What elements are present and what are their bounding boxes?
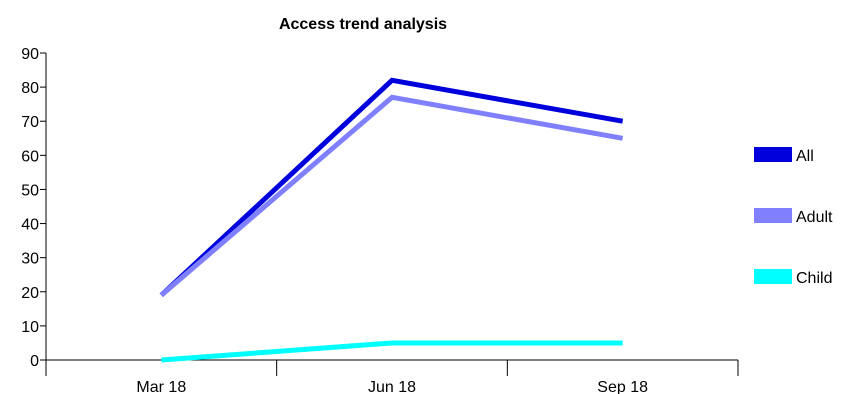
- legend-label-adult: Adult: [796, 209, 833, 226]
- y-tick-label: 80: [21, 80, 39, 97]
- y-tick-label: 70: [21, 114, 39, 131]
- y-tick-label: 10: [21, 319, 39, 336]
- series-line-all: [159, 77, 624, 298]
- legend-label-all: All: [796, 148, 814, 165]
- legend-swatch-adult: [754, 208, 792, 223]
- chart-title: Access trend analysis: [279, 16, 447, 33]
- x-tick-label: Sep 18: [597, 379, 648, 394]
- legend-swatch-all: [754, 147, 792, 162]
- y-tick-label: 0: [30, 353, 39, 370]
- x-tick-label: Jun 18: [368, 379, 416, 394]
- axes: [45, 53, 738, 376]
- y-tick-label: 50: [21, 182, 39, 199]
- legend-swatch-child: [754, 269, 792, 284]
- y-axis-ticks: 0 10 20 30 40 50 60 70 80 90: [21, 46, 46, 370]
- legend-label-child: Child: [796, 270, 832, 287]
- y-tick-label: 20: [21, 285, 39, 302]
- y-tick-label: 40: [21, 217, 39, 234]
- x-tick-label: Mar 18: [136, 379, 186, 394]
- y-tick-label: 90: [21, 46, 39, 63]
- series-line-adult: [159, 94, 624, 298]
- y-tick-label: 30: [21, 251, 39, 268]
- legend: All Adult Child: [754, 147, 833, 287]
- y-tick-label: 60: [21, 148, 39, 165]
- x-axis-ticks: Mar 18 Jun 18 Sep 18: [45, 360, 739, 394]
- series-line-child: [161, 340, 623, 363]
- series-layer: [159, 77, 624, 363]
